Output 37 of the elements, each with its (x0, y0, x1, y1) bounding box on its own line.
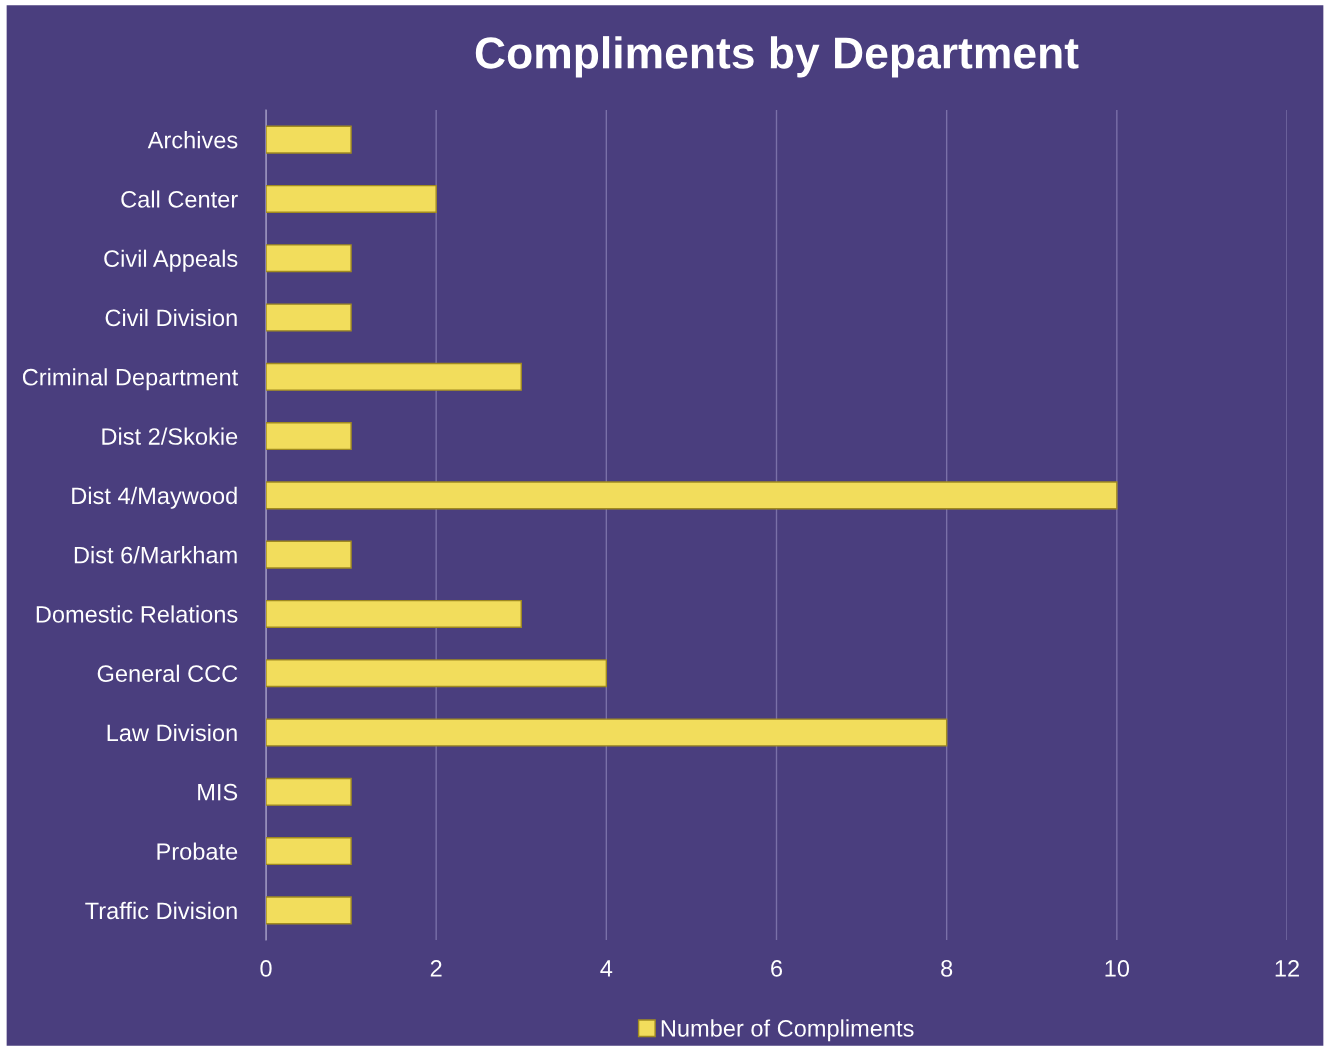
y-tick-label: Call Center (121, 190, 238, 208)
bar (266, 896, 352, 925)
bar (266, 837, 352, 866)
y-tick-label: Dist 4/Maywood (72, 486, 237, 509)
x-tick-label: 12 (1275, 960, 1299, 977)
x-tick-label: 0 (260, 960, 272, 977)
bar (266, 362, 522, 391)
y-tick-label: Law Division (107, 723, 237, 742)
x-tick-label: 4 (600, 960, 613, 977)
y-tick-label: MIS (198, 783, 238, 801)
bar (266, 718, 948, 747)
bar (266, 659, 608, 688)
bar (266, 777, 352, 806)
bar (266, 184, 437, 213)
y-tick-label: Civil Division (105, 308, 237, 327)
x-tick-label: 8 (941, 960, 953, 977)
bar (266, 540, 352, 569)
y-tick-label: Domestic Relations (36, 605, 238, 623)
bar (266, 481, 1118, 510)
bar (266, 244, 352, 273)
y-tick-label: General CCC (97, 664, 238, 682)
bar (266, 422, 352, 451)
legend-label: Number of Compliments (661, 1019, 914, 1042)
y-tick-label: Criminal Department (22, 368, 239, 391)
bar (266, 599, 522, 628)
bar (266, 125, 352, 154)
y-tick-label: Probate (157, 842, 238, 860)
y-tick-label: Civil Appeals (104, 249, 238, 272)
x-tick-label: 2 (430, 960, 442, 977)
y-tick-label: Traffic Division (85, 901, 237, 920)
y-tick-label: Dist 6/Markham (74, 546, 237, 564)
y-tick-label: Dist 2/Skokie (102, 427, 238, 445)
chart-title: Compliments by Department (475, 36, 1079, 78)
y-tick-label: Archives (147, 131, 238, 149)
bar (266, 303, 352, 332)
x-tick-label: 6 (771, 960, 783, 977)
x-tick-label: 10 (1105, 960, 1130, 977)
